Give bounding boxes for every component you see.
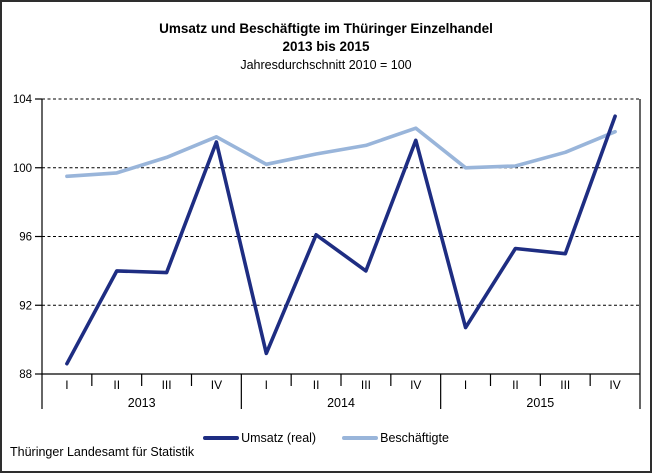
quarter-label: III bbox=[560, 378, 570, 392]
umsatz-line-swatch bbox=[203, 436, 240, 440]
y-tick-label-92: 92 bbox=[19, 300, 32, 312]
quarter-label: II bbox=[512, 378, 519, 392]
chart-title-years: 2013 bis 2015 bbox=[282, 39, 370, 54]
chart-title: Umsatz und Beschäftigte im Thüringer Ein… bbox=[159, 21, 493, 36]
x-axis-quarter-labels: I II III IV I II III IV I II III IV bbox=[65, 378, 621, 392]
x-ticks bbox=[91, 374, 591, 409]
series-line-umsatz bbox=[65, 114, 617, 366]
y-gridlines bbox=[42, 98, 640, 306]
legend-label-umsatz: Umsatz (real) bbox=[241, 431, 317, 445]
y-tick-label-100: 100 bbox=[13, 163, 32, 175]
quarter-label: IV bbox=[410, 378, 421, 392]
legend: Umsatz (real) Beschäftigte bbox=[2, 431, 650, 445]
quarter-label: II bbox=[313, 378, 320, 392]
legend-item-umsatz: Umsatz (real) bbox=[203, 431, 316, 445]
y-axis-labels: 88 92 96 100 104 bbox=[13, 94, 33, 381]
quarter-label: III bbox=[361, 378, 371, 392]
quarter-label: II bbox=[113, 378, 120, 392]
year-label: 2014 bbox=[327, 396, 355, 410]
x-axis-year-labels: 2013 2014 2015 bbox=[128, 396, 555, 410]
quarter-label: IV bbox=[211, 378, 222, 392]
year-label: 2013 bbox=[128, 396, 156, 410]
source-note: Thüringer Landesamt für Statistik bbox=[10, 445, 195, 459]
legend-item-beschaeftigte: Beschäftigte bbox=[342, 431, 449, 445]
y-ticks bbox=[35, 98, 42, 375]
quarter-label: I bbox=[464, 378, 467, 392]
legend-label-beschaeftigte: Beschäftigte bbox=[380, 431, 449, 445]
y-tick-label-88: 88 bbox=[19, 369, 32, 381]
chart-subtitle: Jahresdurchschnitt 2010 = 100 bbox=[240, 58, 412, 72]
y-tick-label-104: 104 bbox=[13, 94, 33, 106]
series-line-beschaeftigte bbox=[65, 126, 617, 179]
quarter-label: IV bbox=[609, 378, 620, 392]
year-label: 2015 bbox=[526, 396, 554, 410]
quarter-label: I bbox=[65, 378, 68, 392]
beschaeftigte-line-swatch bbox=[342, 436, 379, 440]
quarter-label: III bbox=[162, 378, 172, 392]
y-tick-label-96: 96 bbox=[19, 232, 32, 244]
quarter-label: I bbox=[265, 378, 268, 392]
